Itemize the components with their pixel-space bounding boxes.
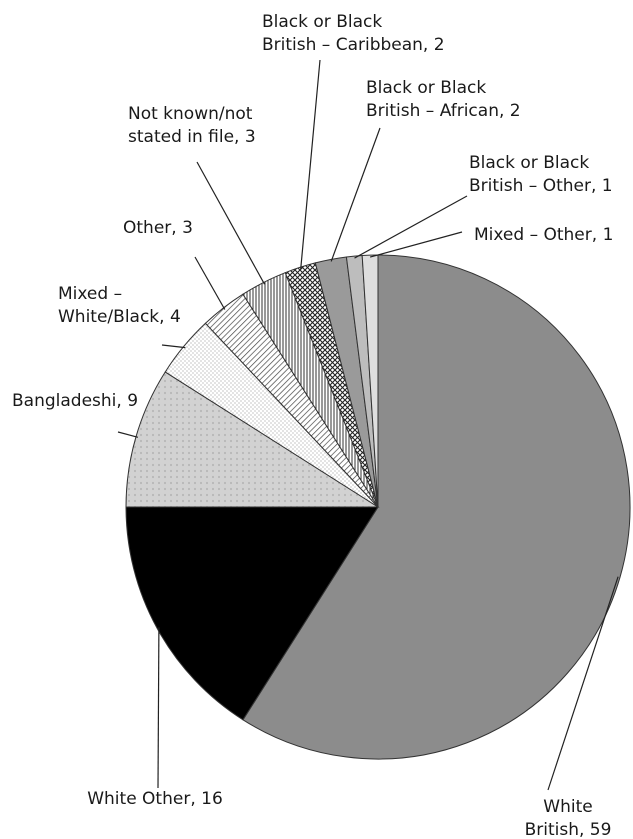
slice-label-white-british: White British, 59 — [525, 797, 612, 839]
slice-label-mixed-white-black: Mixed – White/Black, 4 — [58, 284, 181, 327]
leader-line-not-known-not-stated-in-file — [196, 161, 266, 285]
slice-label-white-other: White Other, 16 — [87, 789, 223, 809]
leader-line-black-or-black-british-caribbean — [300, 59, 321, 270]
slice-label-other: Other, 3 — [123, 218, 193, 238]
slice-label-black-or-black-british-african: Black or Black British – African, 2 — [366, 78, 521, 121]
leader-line-bangladeshi — [117, 431, 139, 438]
leader-line-black-or-black-british-other — [354, 195, 468, 259]
leader-line-mixed-other — [369, 231, 463, 258]
slice-label-bangladeshi: Bangladeshi, 9 — [12, 391, 138, 411]
leader-line-white-other — [157, 627, 160, 789]
leader-line-white-british — [547, 576, 619, 791]
slice-label-not-known-not-stated-in-file: Not known/not stated in file, 3 — [128, 104, 256, 147]
pie-slice-white-other — [125, 506, 379, 721]
slice-label-black-or-black-british-caribbean: Black or Black British – Caribbean, 2 — [262, 12, 445, 55]
slice-label-mixed-other: Mixed – Other, 1 — [474, 225, 613, 245]
slice-label-black-or-black-british-other: Black or Black British – Other, 1 — [469, 153, 613, 196]
leader-line-mixed-white-black — [161, 344, 186, 349]
pie-slice-white-british — [242, 254, 631, 760]
leader-line-other — [194, 256, 226, 310]
leader-line-black-or-black-british-african — [330, 127, 381, 262]
